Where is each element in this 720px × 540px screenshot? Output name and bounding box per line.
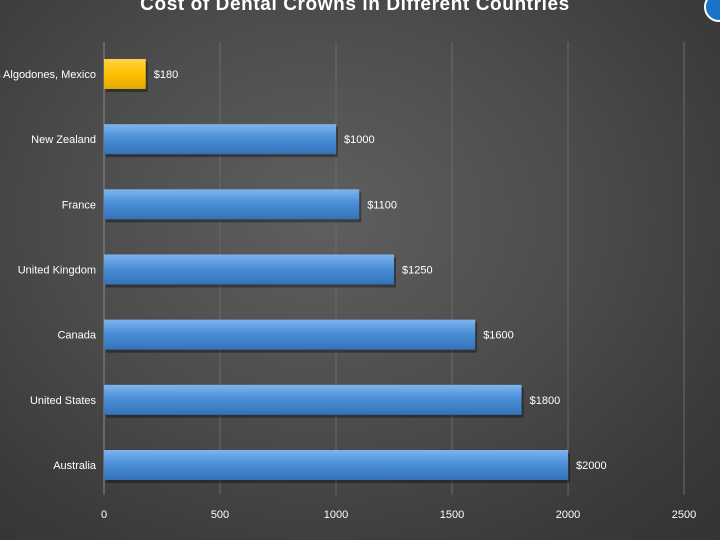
bar [104, 254, 394, 285]
x-tick-label: 1500 [440, 509, 464, 521]
data-label: $2000 [576, 460, 607, 472]
category-label: United Kingdom [18, 265, 96, 277]
x-tick-label: 2000 [556, 509, 580, 521]
category-label: Los Algodones, Mexico [0, 69, 96, 81]
bar [104, 319, 476, 350]
data-label: $180 [154, 69, 178, 81]
labels: 0 500 1000 1500 2000 2500 Los Algodones, Mexic… [0, 69, 696, 521]
category-label: France [62, 199, 96, 211]
bar [104, 189, 360, 220]
bars [104, 59, 570, 483]
x-tick-label: 500 [211, 509, 229, 521]
category-label: New Zealand [31, 134, 96, 146]
data-label: $1100 [367, 199, 397, 211]
data-label: $1250 [402, 265, 433, 277]
bar [104, 384, 522, 415]
bar [104, 124, 336, 155]
category-label: Australia [53, 460, 97, 472]
bar [104, 59, 146, 89]
x-tick-label: 1000 [324, 509, 348, 521]
data-label: $1800 [530, 395, 561, 407]
x-tick-label: 2500 [672, 509, 696, 521]
bar [104, 450, 568, 480]
data-label: $1600 [483, 330, 514, 342]
data-label: $1000 [344, 134, 375, 146]
x-tick-label: 0 [101, 509, 107, 521]
category-label: Canada [57, 330, 96, 342]
category-label: United States [30, 395, 97, 407]
chart-title: Cost of Dental Crowns in Different Count… [140, 0, 570, 15]
